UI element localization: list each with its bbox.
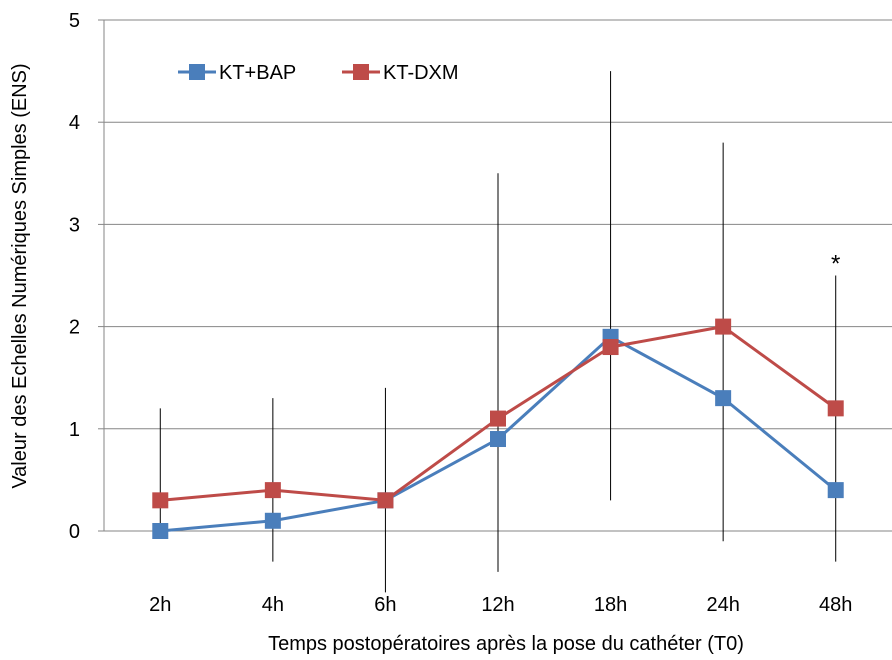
data-point-marker <box>715 390 732 407</box>
data-point-marker <box>264 482 281 499</box>
data-point-marker <box>264 512 281 529</box>
data-point-marker <box>377 492 394 509</box>
x-axis-title: Temps postopératoires après la pose du c… <box>268 633 744 655</box>
x-tick-label: 24h <box>706 594 739 616</box>
x-tick-label: 2h <box>149 594 171 616</box>
legend-marker <box>353 64 369 80</box>
x-tick-label: 48h <box>819 594 852 616</box>
y-tick-label: 5 <box>69 10 80 32</box>
data-point-marker <box>152 492 169 509</box>
data-point-marker <box>715 318 732 335</box>
y-tick-label: 3 <box>69 214 80 236</box>
x-tick-label: 4h <box>262 594 284 616</box>
x-tick-label: 6h <box>374 594 396 616</box>
data-point-marker <box>490 410 506 427</box>
legend-marker <box>189 64 205 80</box>
axes <box>98 19 892 532</box>
y-tick-label: 2 <box>69 317 80 339</box>
series-markers <box>152 318 844 539</box>
error-bars <box>159 71 837 593</box>
significance-marker: * <box>831 251 840 278</box>
data-point-marker <box>602 339 619 356</box>
data-point-marker <box>827 400 844 417</box>
y-tick-label: 1 <box>69 419 80 441</box>
x-tick-label: 18h <box>594 594 627 616</box>
y-axis-title: Valeur des Echelles Numériques Simples (… <box>9 63 31 488</box>
legend-label: KT-DXM <box>383 62 459 84</box>
y-tick-label: 4 <box>69 112 80 134</box>
data-point-marker <box>152 523 169 539</box>
tick-labels: 0 1 2 3 4 5 2h 4h 6h 12h 18h 24h 48h <box>69 10 853 616</box>
x-tick-label: 12h <box>481 594 514 616</box>
annotations: * <box>831 251 840 278</box>
legend-label: KT+BAP <box>219 62 296 84</box>
legend: KT+BAP KT-DXM <box>178 62 459 84</box>
y-tick-label: 0 <box>69 521 80 543</box>
data-point-marker <box>827 482 844 499</box>
data-point-marker <box>490 431 506 448</box>
